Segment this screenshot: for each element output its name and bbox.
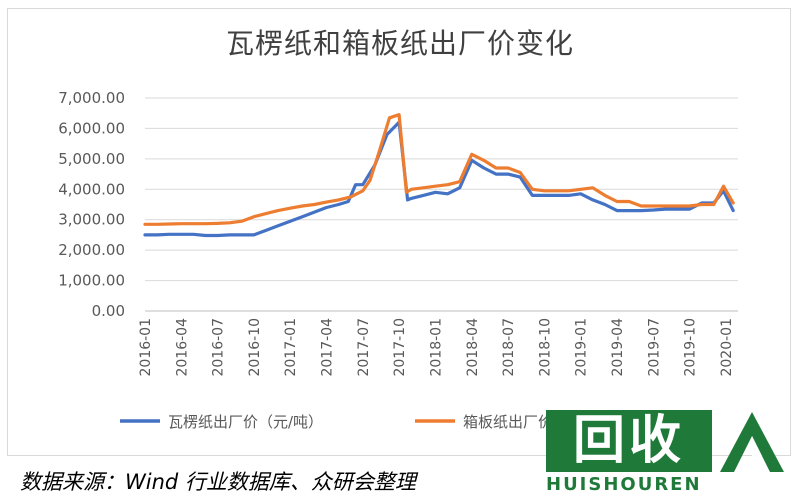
x-tick-label: 2016-01 <box>138 318 154 377</box>
x-tick-label: 2017-04 <box>320 318 336 377</box>
x-tick-label: 2018-01 <box>428 318 444 377</box>
x-tick-label: 2016-10 <box>247 318 263 377</box>
y-tick-label: 3,000.00 <box>58 211 125 229</box>
watermark-logo-icon <box>720 412 784 472</box>
x-tick-label: 2019-10 <box>683 318 699 377</box>
y-tick-label: 4,000.00 <box>58 180 125 198</box>
y-tick-label: 6,000.00 <box>58 119 125 137</box>
x-tick-label: 2017-01 <box>283 318 299 377</box>
chart-frame <box>7 8 791 456</box>
x-tick-label: 2017-10 <box>392 318 408 377</box>
source-note: 数据来源：Wind 行业数据库、众研会整理 <box>20 470 416 494</box>
series-line-2 <box>143 113 735 226</box>
x-tick-label: 2019-01 <box>574 318 590 377</box>
x-tick-label: 2018-04 <box>465 318 481 377</box>
series-lines <box>143 113 735 238</box>
x-tick-label: 2016-07 <box>211 318 227 377</box>
watermark: 回收 HUISHOUREN <box>536 398 798 498</box>
y-tick-label: 1,000.00 <box>58 272 125 290</box>
x-tick-label: 2019-04 <box>610 318 626 377</box>
watermark-badge: 回收 <box>546 410 712 472</box>
grid-lines <box>145 97 738 312</box>
x-tick-label: 2020-01 <box>719 318 735 377</box>
x-tick-label: 2018-10 <box>537 318 553 377</box>
x-tick-label: 2019-07 <box>646 318 662 377</box>
y-tick-label: 5,000.00 <box>58 150 125 168</box>
y-tick-label: 7,000.00 <box>58 89 125 107</box>
chart-title: 瓦楞纸和箱板纸出厂价变化 <box>225 27 574 60</box>
x-tick-label: 2018-07 <box>501 318 517 377</box>
y-tick-label: 0.00 <box>92 302 125 320</box>
x-tick-label: 2017-07 <box>356 318 372 377</box>
chart-plot: 0.00 1,000.00 2,000.00 3,000.00 4,000.00 5,00… <box>58 89 738 431</box>
x-axis-ticks: 2016-01 2016-04 2016-07 2016-10 2017-01 2017-… <box>138 318 735 377</box>
y-tick-label: 2,000.00 <box>58 241 125 259</box>
series-line-1 <box>143 120 735 238</box>
legend-label-1: 瓦楞纸出厂价（元/吨） <box>168 413 323 431</box>
x-tick-label: 2016-04 <box>174 318 190 377</box>
watermark-text: HUISHOUREN <box>546 474 702 495</box>
y-axis-ticks: 0.00 1,000.00 2,000.00 3,000.00 4,000.00 5,00… <box>58 89 125 320</box>
